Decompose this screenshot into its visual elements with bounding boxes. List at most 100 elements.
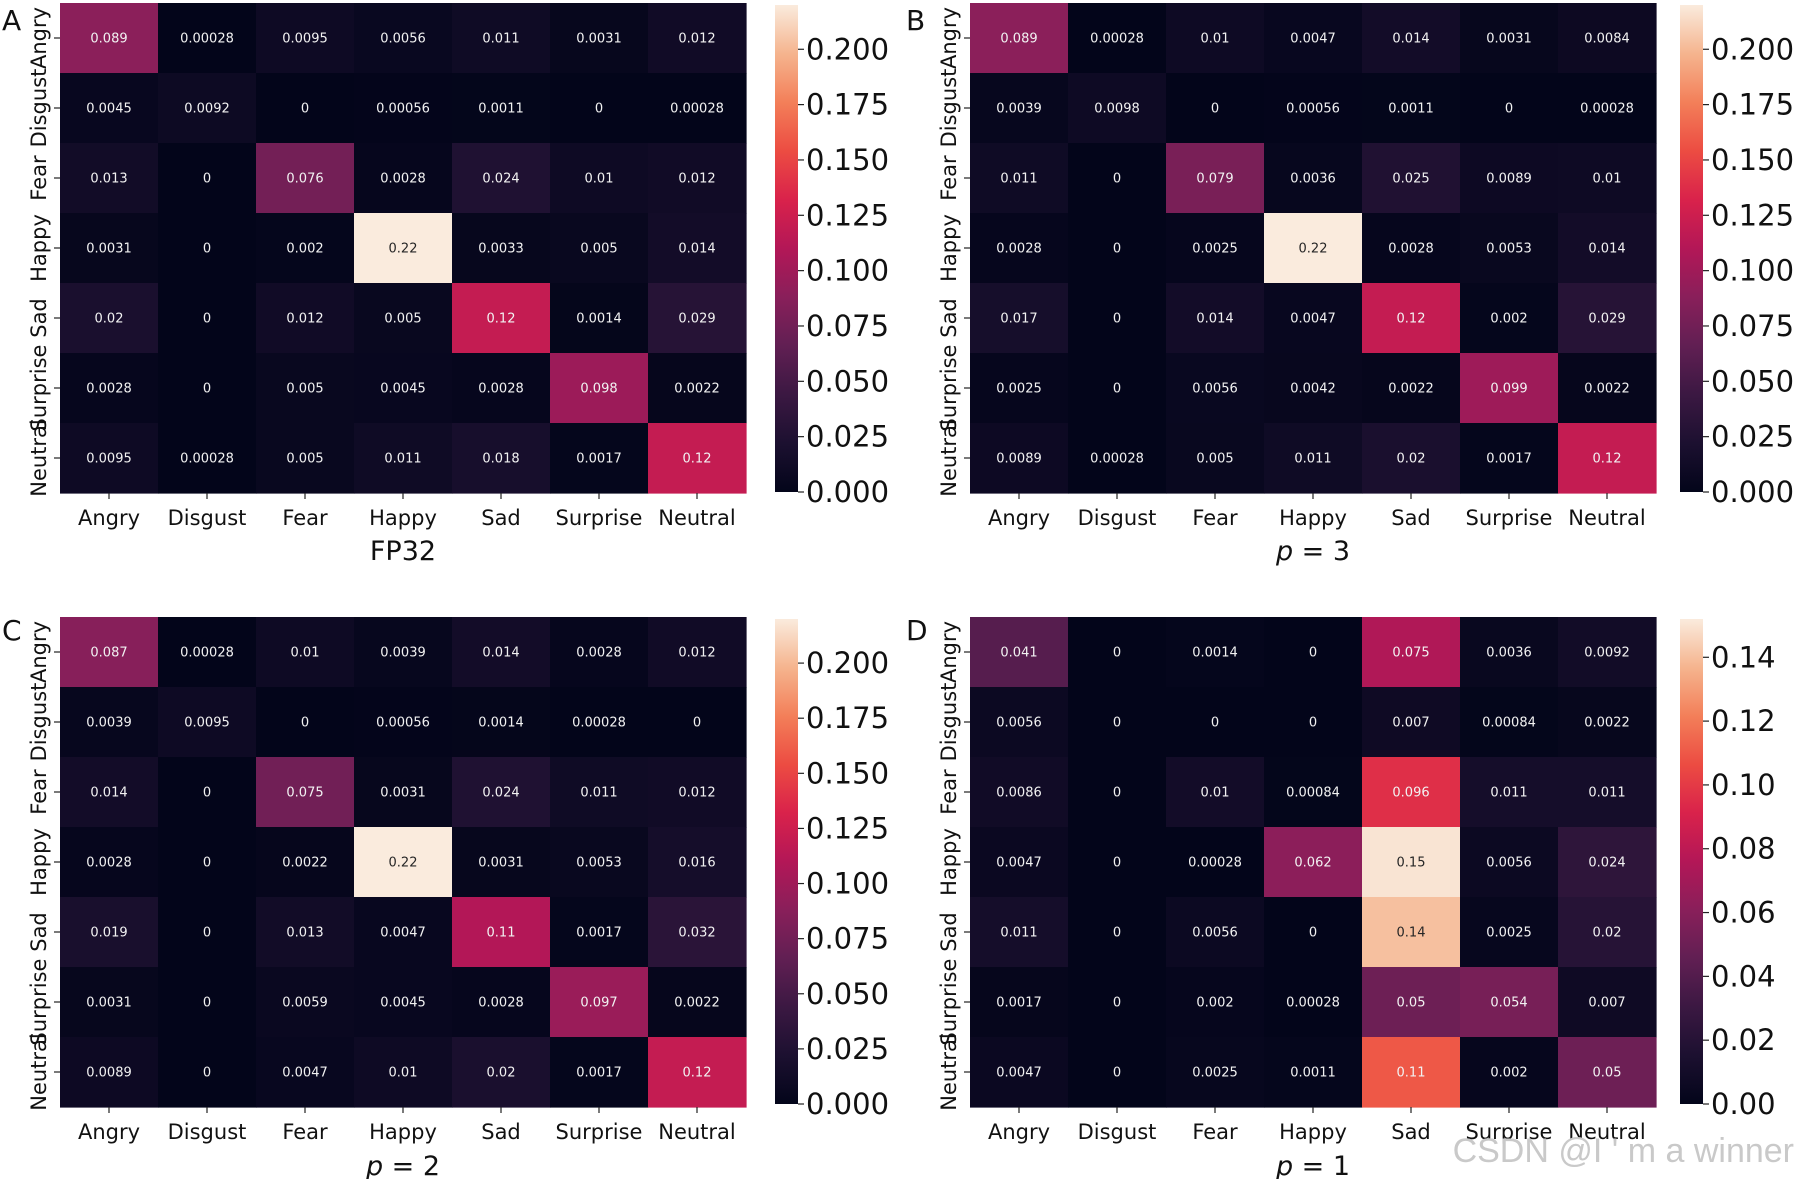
cell-value-label: 0.016	[678, 856, 715, 871]
cell-value-label: 0.054	[1490, 996, 1527, 1011]
heatmap-cell	[1558, 967, 1657, 1038]
y-tick-label: Surprise	[27, 345, 51, 432]
cell-value-label: 0.076	[286, 172, 323, 187]
heatmap-cell	[648, 353, 747, 424]
cell-value-label: 0.0031	[1486, 32, 1532, 47]
cell-value-label: 0.011	[384, 452, 421, 467]
cell-value-label: 0.0022	[674, 996, 720, 1011]
heatmap-cell	[1558, 687, 1657, 758]
heatmap-cell	[452, 617, 551, 688]
cell-value-label: 0.097	[580, 996, 617, 1011]
heatmap-cell	[648, 143, 747, 214]
cell-value-label: 0.0047	[380, 926, 426, 941]
heatmap-cell	[354, 283, 453, 354]
heatmap-cell	[1362, 283, 1461, 354]
heatmap-cell	[256, 423, 355, 494]
heatmap-cell	[1362, 73, 1461, 144]
cell-value-label: 0.15	[1397, 856, 1426, 871]
x-tick-label: Angry	[988, 1120, 1050, 1144]
cell-value-label: 0.012	[678, 786, 715, 801]
colorbar-tick-label: 0.100	[806, 254, 889, 288]
colorbar-tick-label: 0.025	[1711, 420, 1794, 454]
heatmap-cell	[970, 3, 1069, 74]
cell-value-label: 0.0017	[576, 926, 622, 941]
colorbar-tick-label: 0.08	[1711, 832, 1776, 866]
cell-value-label: 0.011	[1490, 786, 1527, 801]
cell-value-label: 0.0025	[1486, 926, 1532, 941]
heatmap-cell	[60, 423, 159, 494]
heatmap-cell	[1068, 1037, 1167, 1108]
panel-title: p = 2	[365, 1151, 440, 1179]
heatmap-cell	[60, 897, 159, 968]
heatmap-cell	[452, 423, 551, 494]
heatmap-cell	[550, 617, 649, 688]
heatmap-cell	[648, 617, 747, 688]
panel-title: FP32	[370, 536, 436, 567]
cell-value-label: 0.024	[482, 786, 519, 801]
cell-value-label: 0	[1505, 102, 1513, 117]
heatmap-cell	[1264, 687, 1363, 758]
heatmap-cell	[1264, 617, 1363, 688]
heatmap-cell	[1068, 283, 1167, 354]
cell-value-label: 0.00028	[670, 102, 724, 117]
x-tick-label: Fear	[282, 506, 328, 530]
heatmap-cell	[1362, 1037, 1461, 1108]
cell-value-label: 0.0045	[380, 382, 426, 397]
cell-value-label: 0.14	[1397, 926, 1426, 941]
heatmap-cell	[256, 827, 355, 898]
colorbar-tick-label: 0.075	[806, 922, 889, 956]
heatmap-cell	[1068, 3, 1167, 74]
heatmap-cell	[158, 827, 257, 898]
cell-value-label: 0.0028	[478, 996, 524, 1011]
cell-value-label: 0.01	[1593, 172, 1622, 187]
heatmap-cell	[970, 687, 1069, 758]
cell-value-label: 0.0028	[86, 856, 132, 871]
cell-value-label: 0.0089	[996, 452, 1042, 467]
cell-value-label: 0.11	[1397, 1066, 1426, 1081]
y-tick-label: Angry	[27, 621, 51, 683]
cell-value-label: 0	[203, 926, 211, 941]
heatmap-cell	[158, 213, 257, 284]
cell-value-label: 0.00028	[1580, 102, 1634, 117]
heatmap-cell	[256, 3, 355, 74]
heatmap-cell	[1460, 1037, 1559, 1108]
panel-title-rest: = 2	[383, 1151, 440, 1179]
heatmap-cell	[354, 423, 453, 494]
cell-value-label: 0	[203, 382, 211, 397]
cell-value-label: 0.0047	[1290, 32, 1336, 47]
colorbar-tick-label: 0.00	[1711, 1087, 1776, 1121]
cell-value-label: 0.0042	[1290, 382, 1336, 397]
heatmap-cell	[452, 73, 551, 144]
y-tick-label: Surprise	[27, 959, 51, 1046]
heatmap-cell	[1460, 967, 1559, 1038]
cell-value-label: 0.0031	[86, 242, 132, 257]
colorbar-tick-label: 0.12	[1711, 704, 1776, 738]
heatmap-cell	[256, 897, 355, 968]
heatmap-cell	[1166, 1037, 1265, 1108]
heatmap-cell	[1558, 283, 1657, 354]
heatmap-cell	[1460, 757, 1559, 828]
heatmap-cell	[648, 423, 747, 494]
cell-value-label: 0.041	[1000, 646, 1037, 661]
cell-value-label: 0.032	[678, 926, 715, 941]
heatmap-cell	[158, 143, 257, 214]
y-tick-label: Disgust	[937, 69, 961, 148]
cell-value-label: 0.0031	[380, 786, 426, 801]
heatmap-cell	[1460, 687, 1559, 758]
heatmap-cell	[1460, 617, 1559, 688]
cell-value-label: 0.011	[482, 32, 519, 47]
heatmap-cell	[1166, 143, 1265, 214]
heatmap-cell	[1068, 73, 1167, 144]
heatmap-cell	[60, 757, 159, 828]
cell-value-label: 0.0089	[1486, 172, 1532, 187]
colorbar-tick-label: 0.025	[806, 420, 889, 454]
colorbar-tick-label: 0.050	[1711, 364, 1794, 398]
y-tick-label: Disgust	[27, 683, 51, 762]
cell-value-label: 0.0028	[86, 382, 132, 397]
heatmap-cell	[1558, 3, 1657, 74]
cell-value-label: 0.02	[95, 312, 124, 327]
heatmap-cell	[1166, 967, 1265, 1038]
heatmap-cell	[158, 897, 257, 968]
cell-value-label: 0.0022	[674, 382, 720, 397]
cell-value-label: 0.024	[482, 172, 519, 187]
